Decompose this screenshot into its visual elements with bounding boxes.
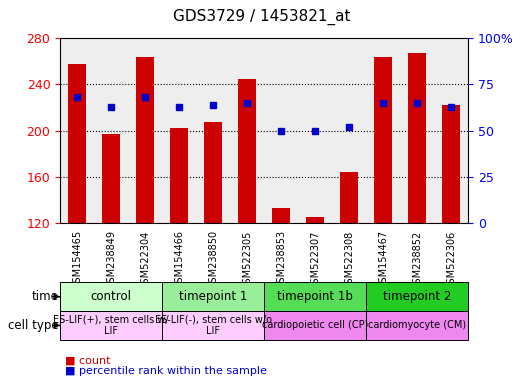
Bar — [238, 79, 256, 223]
Text: ■ count: ■ count — [65, 356, 111, 366]
Text: timepoint 2: timepoint 2 — [383, 290, 451, 303]
Bar — [264, 311, 366, 340]
Bar — [264, 282, 366, 311]
Text: cell type: cell type — [8, 319, 59, 332]
Text: timepoint 1b: timepoint 1b — [277, 290, 353, 303]
Text: time: time — [31, 290, 59, 303]
Text: GDS3729 / 1453821_at: GDS3729 / 1453821_at — [173, 9, 350, 25]
Text: cardiomyocyte (CM): cardiomyocyte (CM) — [368, 320, 466, 331]
Text: ■ percentile rank within the sample: ■ percentile rank within the sample — [65, 366, 267, 376]
Bar — [374, 57, 392, 223]
Bar — [162, 311, 264, 340]
Bar — [170, 128, 188, 223]
Bar — [60, 282, 162, 311]
Bar — [340, 172, 358, 223]
Bar — [408, 53, 426, 223]
Bar — [272, 208, 290, 223]
Bar — [366, 282, 468, 311]
Bar — [204, 122, 222, 223]
Text: timepoint 1: timepoint 1 — [179, 290, 247, 303]
Bar — [442, 105, 460, 223]
Text: ES-LIF(+), stem cells w/
LIF: ES-LIF(+), stem cells w/ LIF — [53, 314, 169, 336]
Bar — [162, 282, 264, 311]
Text: ES-LIF(-), stem cells w/o
LIF: ES-LIF(-), stem cells w/o LIF — [155, 314, 271, 336]
Text: control: control — [90, 290, 132, 303]
Bar — [60, 311, 162, 340]
Bar — [366, 311, 468, 340]
Bar — [102, 134, 120, 223]
Text: cardiopoietic cell (CP): cardiopoietic cell (CP) — [262, 320, 368, 331]
Bar — [68, 64, 86, 223]
Bar — [136, 57, 154, 223]
Bar — [306, 217, 324, 223]
